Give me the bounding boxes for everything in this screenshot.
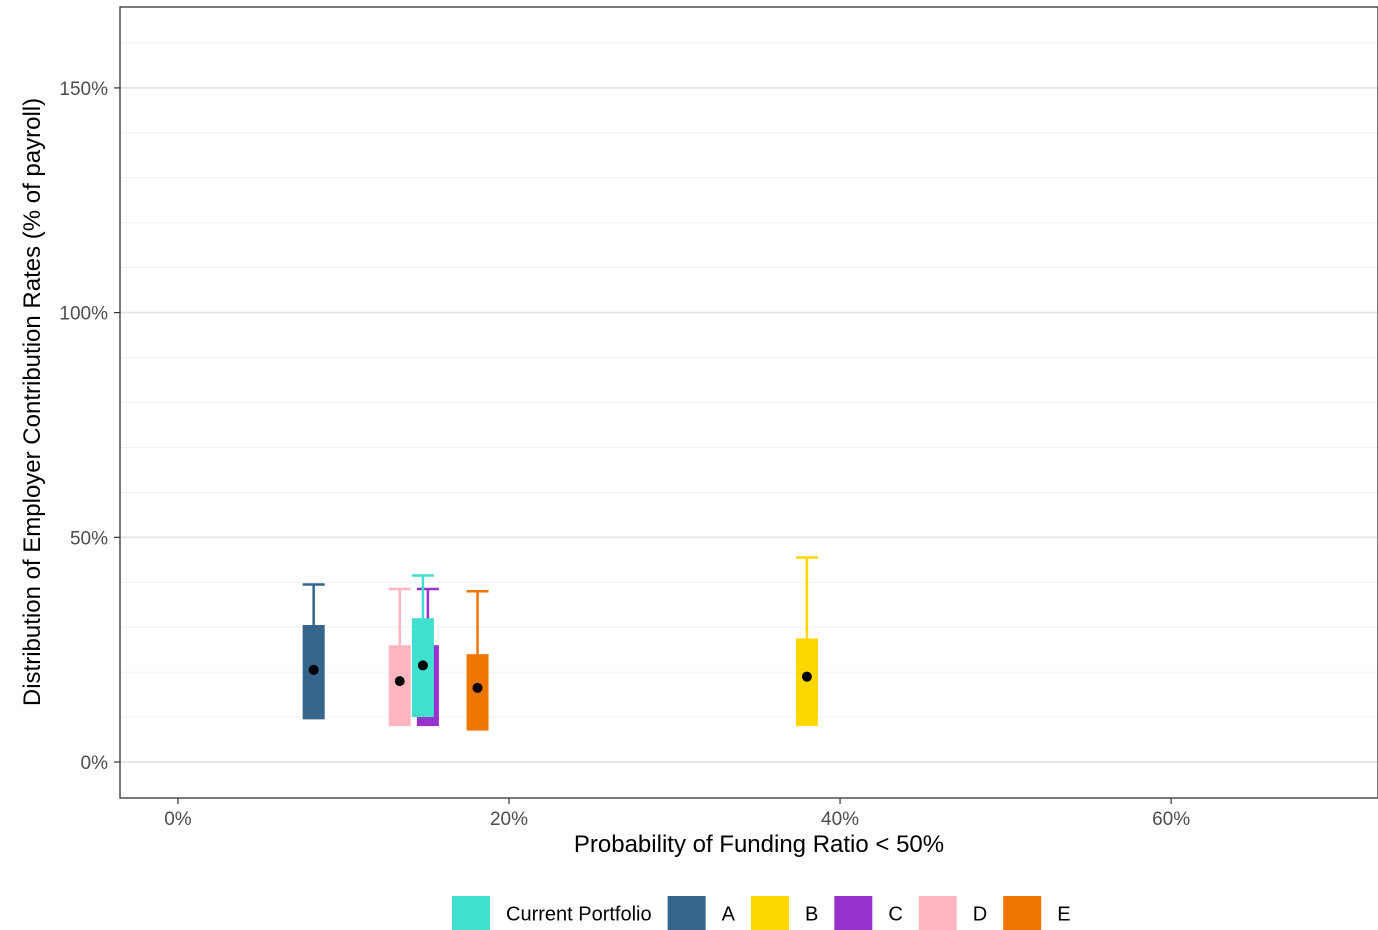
legend-swatch-e: [1003, 896, 1042, 930]
x-tick-label: 40%: [821, 809, 859, 830]
legend-item-c: C: [834, 896, 903, 930]
legend-swatch-c: [834, 896, 873, 930]
box-d: [388, 587, 411, 727]
box-a: [302, 583, 325, 720]
mean-point-b: [801, 671, 812, 682]
box-layer: [302, 556, 818, 731]
legend-swatch-b: [750, 896, 789, 930]
legend-item-e: E: [1003, 896, 1071, 930]
legend-item-b: B: [750, 896, 818, 930]
legend-label-c: C: [888, 904, 902, 926]
mean-point-d: [394, 676, 405, 687]
x-tick-label: 60%: [1152, 809, 1190, 830]
legend-label-a: A: [722, 904, 736, 926]
y-axis-title: Distribution of Employer Contribution Ra…: [19, 98, 46, 706]
legend-swatch-a: [667, 896, 706, 930]
legend-swatch-d: [918, 896, 957, 930]
legend-item-current-portfolio: Current Portfolio: [452, 896, 652, 930]
legend-label-current-portfolio: Current Portfolio: [506, 904, 652, 926]
y-tick-label: 50%: [70, 528, 108, 549]
box-b: [795, 556, 818, 727]
legend-label-e: E: [1057, 904, 1070, 926]
y-tick-label: 100%: [59, 304, 108, 325]
box-current-portfolio: [411, 574, 434, 718]
x-tick-label: 20%: [490, 809, 528, 830]
legend-item-a: A: [667, 896, 736, 930]
grid-layer: [120, 42, 1378, 764]
y-tick-label: 150%: [59, 79, 108, 100]
mean-point-current-portfolio: [417, 660, 428, 671]
y-tick-label: 0%: [81, 753, 109, 774]
panel-border: [119, 6, 1378, 799]
x-tick-label: 0%: [164, 809, 192, 830]
legend-label-d: D: [973, 904, 987, 926]
box-body-b: [795, 638, 818, 727]
legend-item-d: D: [918, 896, 987, 930]
tick-layer: 0% 50% 100% 150% 0% 20% 40% 60%: [59, 79, 1190, 830]
legend-swatch-current-portfolio: [452, 896, 490, 930]
legend-label-b: B: [805, 904, 818, 926]
box-e: [466, 590, 489, 731]
x-axis-title: Probability of Funding Ratio < 50%: [574, 831, 944, 858]
legend: Current Portfolio A B C D E: [452, 896, 1071, 930]
mean-point-a: [308, 664, 319, 675]
mean-point-e: [472, 682, 483, 693]
